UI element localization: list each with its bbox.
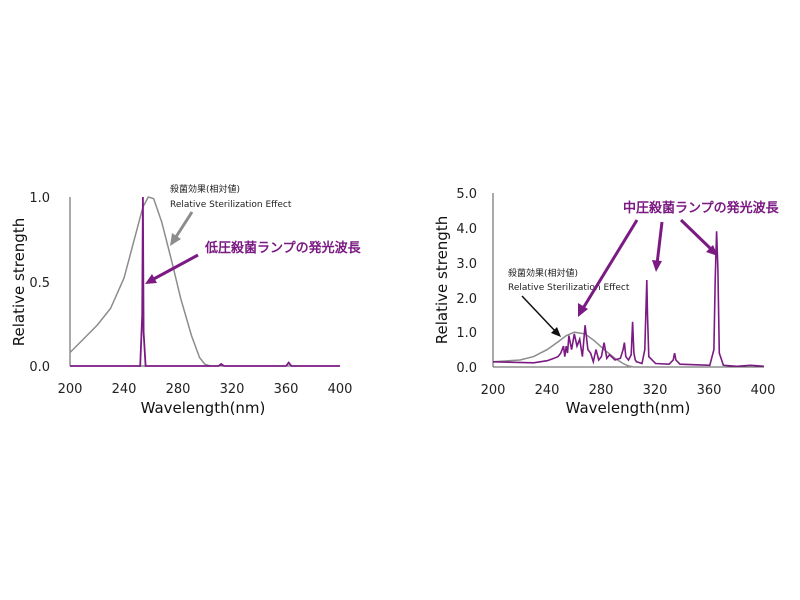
x-tick-label: 360 — [274, 382, 299, 397]
lamp-arrow — [657, 222, 662, 264]
y-tick-label: 0.5 — [29, 276, 50, 291]
effect-label-jp: 殺菌効果(相対値) — [170, 183, 240, 195]
lamp-arrow — [150, 255, 198, 281]
lamp-emission-line — [493, 231, 764, 366]
y-axis-label: Relative strength — [10, 218, 28, 346]
x-axis-label: Wavelength(nm) — [566, 399, 691, 417]
x-tick-label: 240 — [535, 383, 560, 398]
x-tick-label: 280 — [589, 383, 614, 398]
x-tick-label: 320 — [220, 382, 245, 397]
lamp-arrow — [582, 220, 637, 310]
y-axis-label: Relative strength — [433, 216, 451, 344]
effect-arrow — [522, 296, 556, 332]
y-tick-label: 3.0 — [456, 257, 477, 272]
lamp-arrowhead — [652, 260, 662, 272]
effect-arrow — [174, 212, 192, 240]
lamp-label: 低圧殺菌ランプの発光波長 — [204, 240, 362, 256]
effect-label-en: Relative Sterilization Effect — [170, 200, 292, 210]
lamp-emission-line — [70, 197, 340, 366]
effect-label-en: Relative Sterilization Effect — [508, 283, 630, 293]
y-tick-label: 5.0 — [456, 187, 477, 202]
effect-label-jp: 殺菌効果(相対値) — [508, 267, 578, 279]
y-tick-label: 0.0 — [29, 360, 50, 375]
x-tick-label: 400 — [751, 383, 776, 398]
x-tick-label: 280 — [166, 382, 191, 397]
x-axis-label: Wavelength(nm) — [141, 399, 266, 417]
x-tick-label: 360 — [697, 383, 722, 398]
y-tick-label: 0.0 — [456, 361, 477, 376]
y-tick-label: 1.0 — [29, 191, 50, 206]
lamp-label: 中圧殺菌ランプの発光波長 — [623, 200, 780, 216]
x-tick-label: 400 — [328, 382, 353, 397]
lamp-arrow — [681, 220, 712, 250]
chart-low-pressure: 0.0 0.5 1.0 200 240 280 320 360 400 Wave… — [10, 183, 362, 417]
x-tick-label: 320 — [643, 383, 668, 398]
x-tick-label: 200 — [481, 383, 506, 398]
y-tick-label: 2.0 — [456, 292, 477, 307]
x-tick-label: 240 — [112, 382, 137, 397]
y-tick-label: 1.0 — [456, 326, 477, 341]
sterilization-effect-line — [70, 197, 210, 366]
chart-medium-pressure: 0.0 1.0 2.0 3.0 4.0 5.0 200 240 280 320 … — [433, 187, 780, 417]
x-tick-label: 200 — [58, 382, 83, 397]
y-tick-label: 4.0 — [456, 222, 477, 237]
